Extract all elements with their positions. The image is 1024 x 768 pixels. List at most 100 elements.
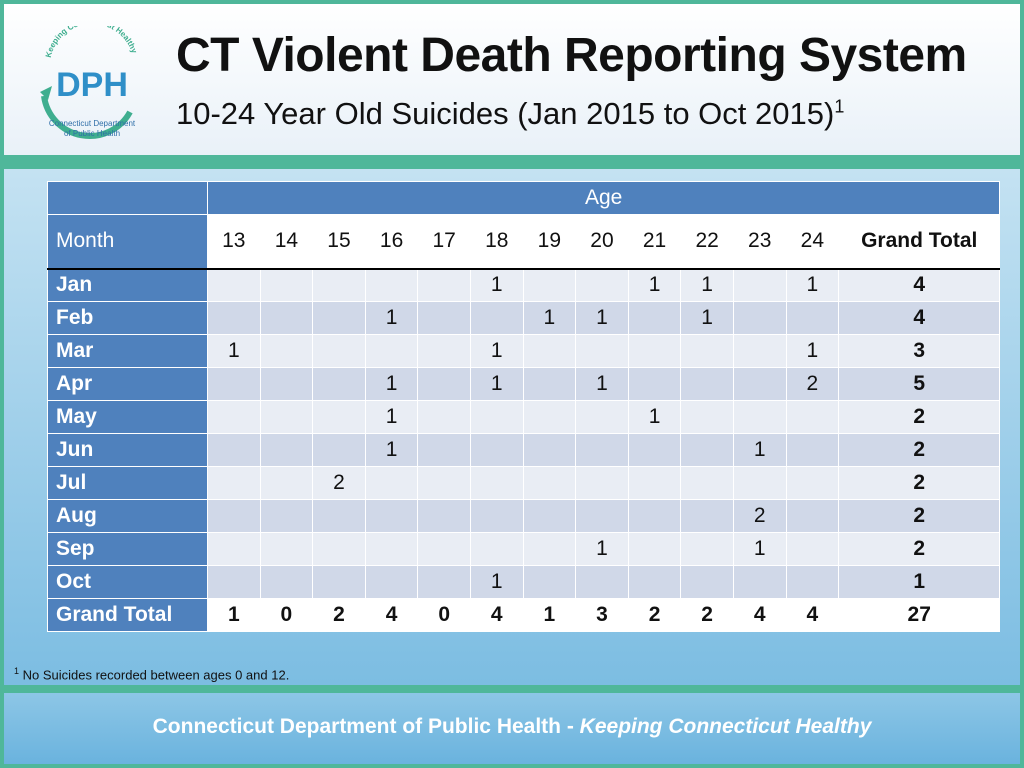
table-cell: 1 — [785, 334, 840, 368]
table-cell — [732, 367, 787, 401]
footnote-marker: 1 — [14, 666, 20, 676]
month-label: May — [47, 400, 208, 434]
table-cell — [312, 433, 366, 467]
table-cell — [575, 400, 629, 434]
month-label: Jul — [47, 466, 208, 500]
page-subtitle: 10-24 Year Old Suicides (Jan 2015 to Oct… — [176, 96, 844, 132]
table-cell — [680, 499, 734, 533]
month-label: Jun — [47, 433, 208, 467]
table-cell: 1 — [627, 400, 682, 434]
table-cell — [522, 334, 577, 368]
table-cell — [417, 433, 471, 467]
table-cell: 2 — [312, 466, 366, 500]
table-cell — [312, 499, 366, 533]
table-cell — [522, 268, 577, 302]
row-total: 2 — [838, 499, 1001, 533]
age-column-header: 24 — [785, 214, 840, 269]
footer-org: Connecticut Department of Public Health — [152, 715, 561, 738]
table-cell — [732, 268, 787, 302]
grand-total-row: Grand Total 1 0 2 4 0 4 1 3 2 2 4 4 27 — [47, 598, 1001, 632]
column-total: 4 — [785, 598, 840, 632]
month-label: Aug — [47, 499, 208, 533]
table-cell — [680, 334, 734, 368]
column-total: 1 — [207, 598, 261, 632]
table-cell — [680, 532, 734, 566]
table-cell: 1 — [680, 268, 734, 302]
month-label: Feb — [47, 301, 208, 335]
table-cell — [522, 367, 577, 401]
table-cell — [522, 499, 577, 533]
table-cell — [627, 466, 682, 500]
table-cell — [417, 565, 471, 599]
table-cell: 1 — [364, 400, 419, 434]
month-label: Jan — [47, 268, 208, 302]
table-cell: 1 — [469, 565, 524, 599]
table-cell — [364, 499, 419, 533]
table-row: Mar 1 1 1 3 — [47, 334, 1001, 368]
month-label: Sep — [47, 532, 208, 566]
page-title: CT Violent Death Reporting System — [176, 29, 967, 82]
table-cell — [417, 268, 471, 302]
table-cell — [627, 367, 682, 401]
logo-caption-1: Connecticut Department — [49, 119, 136, 128]
table-cell — [469, 400, 524, 434]
table-cell: 2 — [785, 367, 840, 401]
month-label: Oct — [47, 565, 208, 599]
table-cell — [207, 499, 261, 533]
table-cell: 1 — [627, 268, 682, 302]
table-cell — [785, 301, 840, 335]
table-cell — [259, 334, 314, 368]
table-cell: 1 — [575, 301, 629, 335]
table-cell — [627, 565, 682, 599]
table-cell: 1 — [469, 334, 524, 368]
table-cell — [522, 532, 577, 566]
grand-total-label: Grand Total — [47, 598, 208, 632]
table-cell — [732, 400, 787, 434]
footer-text: Connecticut Department of Public Health … — [4, 715, 1020, 739]
table-row: May 1 1 2 — [47, 400, 1001, 434]
table-cell — [680, 367, 734, 401]
table-cell: 1 — [732, 532, 787, 566]
row-total: 2 — [838, 466, 1001, 500]
table-cell — [680, 466, 734, 500]
dph-logo: Keeping Connecticut Healthy DPH Connecti… — [40, 26, 139, 139]
table-cell — [680, 433, 734, 467]
table-cell — [207, 565, 261, 599]
svg-text:Keeping Connecticut Healthy: Keeping Connecticut Healthy — [44, 26, 139, 59]
age-column-header: 15 — [312, 214, 366, 269]
table-row: Jul 2 2 — [47, 466, 1001, 500]
table-cell — [259, 532, 314, 566]
row-total: 2 — [838, 532, 1001, 566]
column-total: 1 — [522, 598, 577, 632]
age-column-header: 22 — [680, 214, 734, 269]
table-cell — [259, 565, 314, 599]
table-cell — [522, 433, 577, 467]
grand-total-sum: 27 — [838, 598, 1001, 632]
age-column-header: 16 — [364, 214, 419, 269]
table-cell — [785, 499, 840, 533]
table-cell — [417, 532, 471, 566]
table-cell: 1 — [364, 367, 419, 401]
table-cell: 1 — [207, 334, 261, 368]
table-row: Jun 1 1 2 — [47, 433, 1001, 467]
table-cell — [312, 565, 366, 599]
grand-total-header: Grand Total — [838, 214, 1001, 269]
footer-separator: - — [561, 715, 580, 738]
logo-arc-text: Keeping Connecticut Healthy — [44, 26, 139, 59]
table-row: Oct 1 1 — [47, 565, 1001, 599]
footer: Connecticut Department of Public Health … — [0, 693, 1024, 768]
month-label: Apr — [47, 367, 208, 401]
table-cell — [259, 301, 314, 335]
subtitle-footnote-marker: 1 — [834, 96, 845, 117]
table-row: Aug 2 2 — [47, 499, 1001, 533]
column-total: 4 — [732, 598, 787, 632]
age-column-header: 19 — [522, 214, 577, 269]
table-cell: 1 — [575, 367, 629, 401]
table-cell — [469, 301, 524, 335]
table-cell — [259, 400, 314, 434]
table-cell — [207, 268, 261, 302]
table-cell — [680, 400, 734, 434]
age-column-header: 20 — [575, 214, 629, 269]
table-cell: 1 — [785, 268, 840, 302]
table-cell — [575, 565, 629, 599]
